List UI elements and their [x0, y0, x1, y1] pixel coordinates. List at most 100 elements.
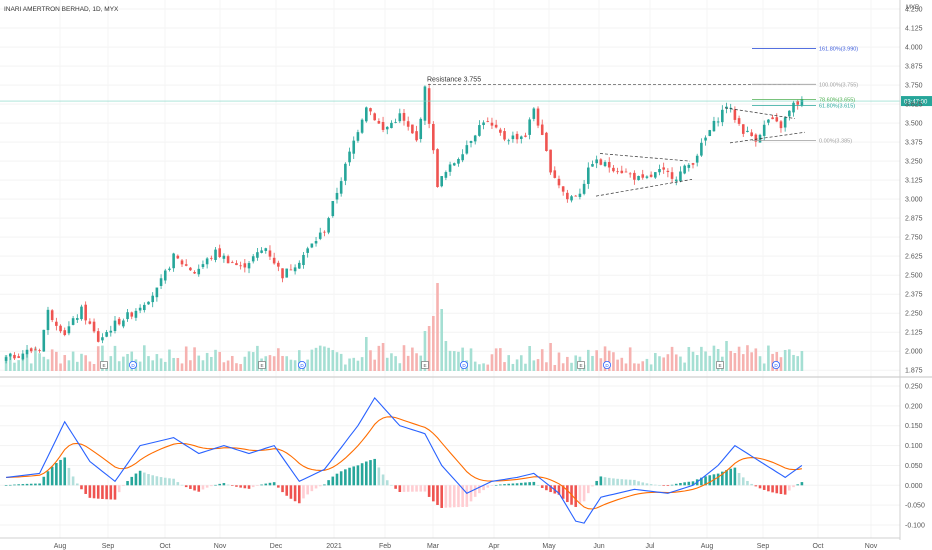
time-tick-label: Oct: [813, 543, 824, 550]
macd-histogram-bar: [415, 485, 418, 492]
volume-bar: [285, 356, 289, 371]
earnings-marker-label: E: [718, 363, 721, 368]
candle: [310, 243, 314, 249]
volume-bar: [482, 363, 485, 371]
candle: [260, 247, 263, 254]
candle: [34, 346, 37, 351]
fib-level-label: 78.60%(3.655): [819, 98, 855, 104]
volume-bar: [42, 356, 46, 371]
price-tick-label: 3.375: [905, 140, 923, 147]
volume-bar: [34, 347, 37, 371]
macd-histogram-bar: [670, 484, 674, 486]
candle-body: [214, 249, 217, 260]
candle: [130, 311, 134, 320]
candle-body: [423, 86, 427, 121]
macd-histogram-bar: [402, 485, 406, 492]
volume-bar: [469, 348, 473, 371]
volume-bar: [109, 356, 113, 371]
macd-histogram-bar: [205, 485, 209, 488]
candle-body: [687, 164, 691, 168]
candle: [113, 316, 117, 334]
fib-level-label: 161.80%(3.990): [819, 47, 858, 53]
candle: [662, 162, 665, 174]
candle: [29, 347, 33, 354]
candle-body: [126, 312, 129, 320]
time-tick-label: Sep: [102, 543, 115, 550]
candle: [293, 264, 297, 275]
volume-bar: [96, 346, 100, 371]
candle: [733, 106, 737, 123]
candle-body: [339, 181, 343, 194]
volume-bar: [59, 363, 62, 371]
candle-body: [277, 262, 280, 267]
candle: [792, 100, 795, 117]
volume-bar: [365, 337, 368, 371]
volume-bar: [352, 357, 356, 371]
candle-body: [645, 176, 649, 178]
candle-body: [176, 255, 180, 259]
candle: [218, 244, 222, 259]
candle: [783, 116, 787, 132]
candle-body: [13, 354, 16, 359]
volume-bar: [695, 355, 699, 371]
volume-bar: [507, 355, 511, 371]
candle-body: [633, 172, 636, 180]
volume-bar: [155, 354, 159, 371]
candle: [679, 166, 682, 183]
volume-bar: [712, 345, 716, 371]
macd-histogram-bar: [4, 485, 8, 486]
candle: [138, 304, 142, 314]
candle: [582, 180, 586, 196]
earnings-marker-icon: [577, 361, 585, 369]
macd-histogram-bar: [218, 483, 222, 486]
candle-body: [138, 307, 142, 311]
macd-histogram-bar: [34, 483, 37, 486]
candle: [318, 227, 322, 241]
candle-body: [360, 119, 364, 133]
candle-body: [92, 321, 96, 332]
candle: [716, 117, 720, 127]
volume-bar: [637, 363, 640, 371]
price-tick-label: 2.750: [905, 235, 923, 242]
dividend-marker-label: D: [300, 363, 304, 368]
candle-body: [432, 123, 435, 151]
macd-histogram-bar: [151, 475, 154, 486]
candle: [494, 119, 498, 129]
pattern-trendline: [729, 131, 806, 144]
candle-body: [101, 337, 104, 341]
candle-body: [448, 164, 452, 172]
candle: [193, 270, 196, 274]
candle: [55, 317, 58, 331]
candle-body: [553, 170, 557, 178]
macd-histogram-bar: [704, 476, 707, 486]
volume-bar: [277, 348, 280, 371]
volume-bar: [218, 351, 222, 371]
candle-body: [289, 269, 293, 271]
macd-histogram-bar: [607, 477, 611, 486]
candle-body: [172, 253, 175, 269]
macd-histogram-bar: [482, 485, 485, 491]
volume-bar: [323, 346, 326, 371]
macd-histogram-bar: [461, 485, 464, 507]
candle-body: [499, 129, 502, 133]
candlestick-series[interactable]: [4, 83, 804, 364]
macd-histogram-bar: [272, 482, 276, 486]
candle: [71, 315, 75, 326]
volume-bar: [499, 348, 502, 371]
candle: [327, 216, 330, 235]
macd-histogram-bar: [427, 485, 431, 497]
candle: [457, 157, 460, 167]
macd-histogram-bar: [339, 471, 343, 486]
volume-bar: [633, 363, 636, 371]
macd-histogram-bar: [436, 485, 439, 505]
volume-bar: [377, 345, 381, 371]
volume-bar: [46, 359, 50, 371]
volume-bar: [528, 346, 531, 371]
candle: [352, 136, 356, 159]
macd-histogram-bar: [71, 476, 75, 486]
candle: [695, 153, 699, 167]
volume-bar: [38, 353, 41, 371]
candle: [59, 324, 62, 334]
volume-bar: [314, 347, 318, 371]
